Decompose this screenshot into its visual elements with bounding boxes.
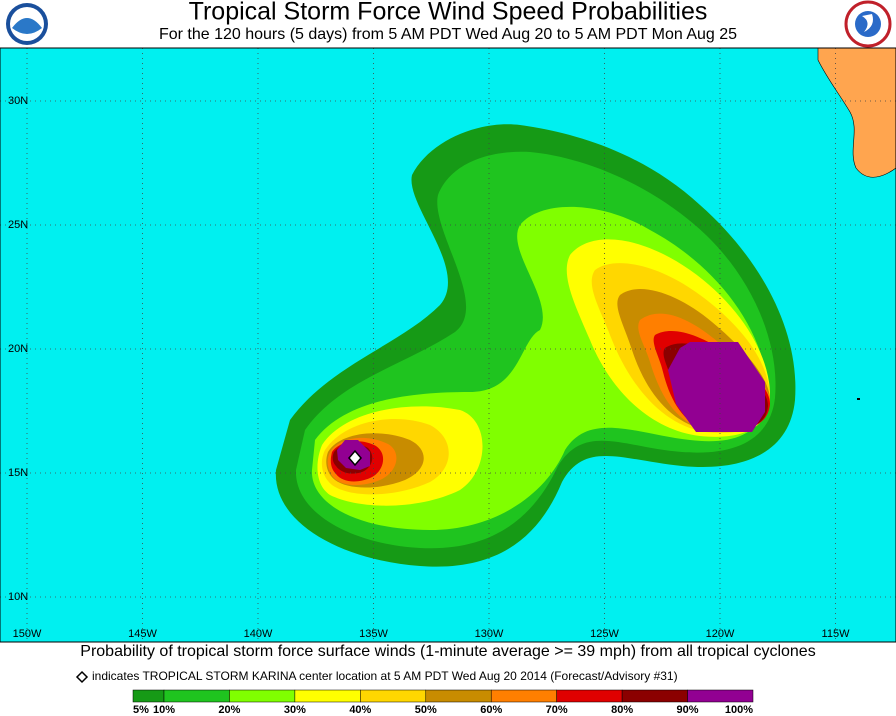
legend-swatch bbox=[425, 689, 492, 703]
legend-label: 20% bbox=[218, 704, 240, 716]
prob-area-90 bbox=[337, 342, 765, 470]
longitude-label: 130W bbox=[475, 628, 504, 640]
legend-swatch bbox=[132, 689, 165, 703]
longitude-label: 140W bbox=[244, 628, 273, 640]
legend-swatch bbox=[294, 689, 361, 703]
caption: Probability of tropical storm force surf… bbox=[80, 643, 815, 660]
latitude-label: 15N bbox=[8, 467, 28, 479]
legend-label: 100% bbox=[725, 704, 753, 716]
longitude-label: 115W bbox=[822, 628, 851, 640]
legend-label: 40% bbox=[349, 704, 371, 716]
subtitle: For the 120 hours (5 days) from 5 AM PDT… bbox=[159, 26, 737, 43]
latitude-label: 30N bbox=[8, 95, 28, 107]
graticule bbox=[0, 48, 896, 642]
map-area bbox=[0, 48, 896, 642]
land bbox=[817, 48, 896, 178]
legend-swatch bbox=[163, 689, 230, 703]
legend-swatch bbox=[360, 689, 427, 703]
island bbox=[857, 398, 860, 400]
legend-swatch bbox=[229, 689, 296, 703]
legend-swatch bbox=[621, 689, 688, 703]
coordinate-labels: 30N 25N 20N 15N 10N 150W 145W 140W 135W 130W 125W 1… bbox=[8, 95, 850, 640]
title: Tropical Storm Force Wind Speed Probabil… bbox=[189, 0, 708, 26]
latitude-label: 10N bbox=[8, 591, 28, 603]
longitude-label: 120W bbox=[706, 628, 735, 640]
longitude-label: 145W bbox=[128, 628, 157, 640]
legend-swatch bbox=[687, 689, 754, 703]
storm-marker-key bbox=[75, 670, 89, 684]
latitude-label: 25N bbox=[8, 219, 28, 231]
noaa-logo bbox=[6, 3, 48, 45]
note: indicates TROPICAL STORM KARINA center l… bbox=[92, 669, 678, 683]
longitude-label: 135W bbox=[359, 628, 388, 640]
legend-label: 60% bbox=[480, 704, 502, 716]
legend-swatch bbox=[490, 689, 557, 703]
legend-swatch bbox=[556, 689, 623, 703]
legend-label: 30% bbox=[284, 704, 306, 716]
legend-label: 80% bbox=[611, 704, 633, 716]
legend-label: 10% bbox=[153, 704, 175, 716]
map-border bbox=[0, 47, 896, 643]
nws-logo bbox=[844, 0, 892, 48]
legend: 5% 10% 20% 30% 40% 50% 60% 70% 80% 90% 100% bbox=[132, 689, 754, 716]
longitude-label: 150W bbox=[13, 628, 42, 640]
storm-center-marker bbox=[348, 449, 362, 467]
legend-label: 50% bbox=[415, 704, 437, 716]
longitude-label: 125W bbox=[590, 628, 619, 640]
latitude-label: 20N bbox=[8, 343, 28, 355]
legend-label: 5% bbox=[133, 704, 149, 716]
legend-label: 70% bbox=[546, 704, 568, 716]
legend-label: 90% bbox=[677, 704, 699, 716]
